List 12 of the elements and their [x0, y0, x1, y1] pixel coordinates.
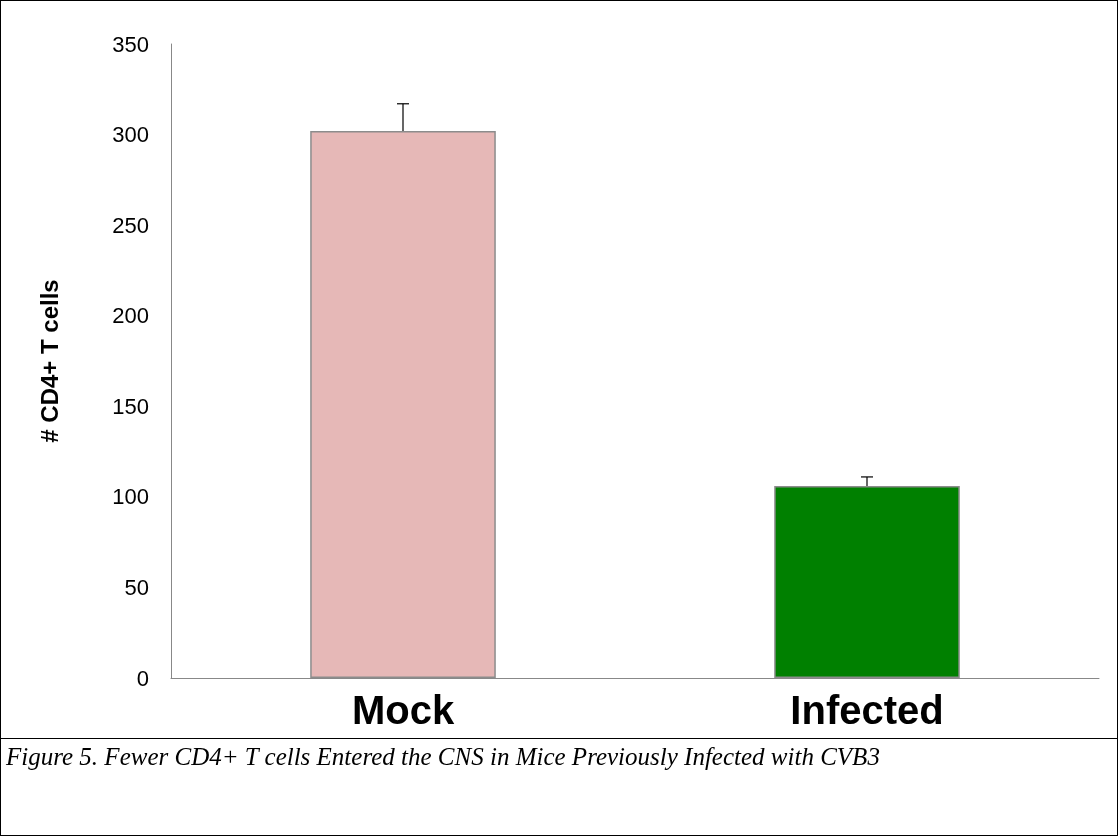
y-axis-title: # CD4+ T cells: [35, 279, 63, 443]
x-tick-label: Mock: [351, 688, 455, 732]
y-tick-label: 50: [124, 574, 149, 600]
y-tick-label: 200: [112, 303, 149, 329]
y-tick-label: 100: [112, 484, 149, 510]
y-tick-label: 0: [136, 665, 149, 691]
y-tick-label: 250: [112, 212, 149, 238]
y-tick-label: 300: [112, 122, 149, 148]
y-tick-label: 350: [112, 31, 149, 57]
y-tick-label: 150: [112, 393, 149, 419]
caption: Figure 5. Fewer CD4+ T cells Entered the CNS in Mice Previously Infected with CVB3: [1, 738, 1117, 776]
x-tick-label: Infected: [790, 688, 944, 732]
